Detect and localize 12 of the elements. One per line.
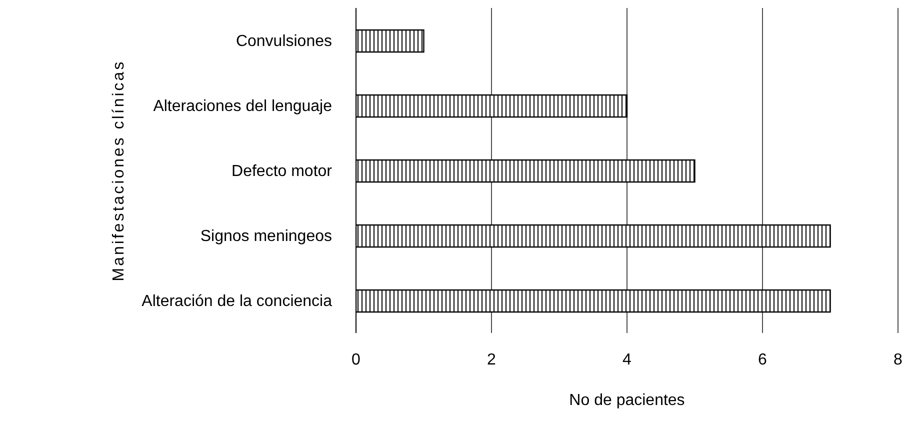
x-tick-label: 4: [622, 351, 632, 368]
y-tick-label: Defecto motor: [232, 163, 333, 180]
y-axis-title: Manifestaciones clínicas: [110, 60, 128, 282]
x-axis-title: No de pacientes: [569, 392, 685, 409]
y-tick-label: Alteración de la conciencia: [142, 293, 332, 310]
x-tick-label: 6: [758, 351, 768, 368]
x-tick-label: 0: [352, 351, 361, 368]
x-tick-label: 2: [487, 351, 496, 368]
y-tick-label: Signos meningeos: [200, 228, 332, 246]
y-tick-label: Alteraciones del lenguaje: [153, 98, 332, 116]
x-tick-label: 8: [894, 351, 903, 368]
y-tick-label: Convulsiones: [236, 33, 332, 50]
